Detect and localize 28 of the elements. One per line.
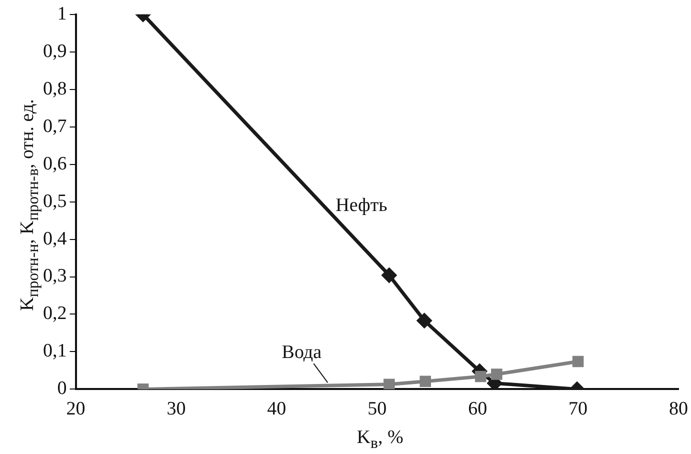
y-tick-label: 0 — [57, 378, 67, 400]
point — [491, 368, 502, 380]
y-tick-label: 0,3 — [43, 266, 67, 287]
x-axis-title: K$_{в}$, % — [356, 427, 404, 453]
x-tick-label: 50 — [368, 398, 387, 420]
point — [382, 268, 396, 283]
x-tick-label: 30 — [166, 398, 186, 420]
y-tick-label: 0,6 — [43, 153, 67, 174]
x-tick-label: 60 — [468, 398, 488, 420]
point — [420, 376, 431, 387]
y-tick-label: 0,2 — [43, 303, 67, 324]
point — [572, 356, 584, 368]
point — [417, 313, 432, 328]
y-tick-label: 0,4 — [43, 228, 68, 250]
y-tick-label: 1 — [57, 3, 67, 24]
x-tick-label: 20 — [66, 398, 86, 420]
y-tick-label: 0,7 — [43, 116, 67, 137]
y-tick-label: 0,1 — [43, 340, 67, 362]
series-label: Вода — [282, 342, 322, 364]
x-tick-label: 70 — [568, 398, 588, 420]
y-tick-label: 0,5 — [43, 190, 67, 212]
x-tick-label: 80 — [669, 398, 688, 420]
y-tick-label: 0,9 — [43, 40, 67, 62]
series-label: Нефть — [336, 195, 388, 216]
x-tick-label: 40 — [267, 398, 286, 420]
y-tick-label: 0,8 — [43, 78, 67, 100]
point — [384, 378, 395, 390]
point — [474, 370, 486, 382]
